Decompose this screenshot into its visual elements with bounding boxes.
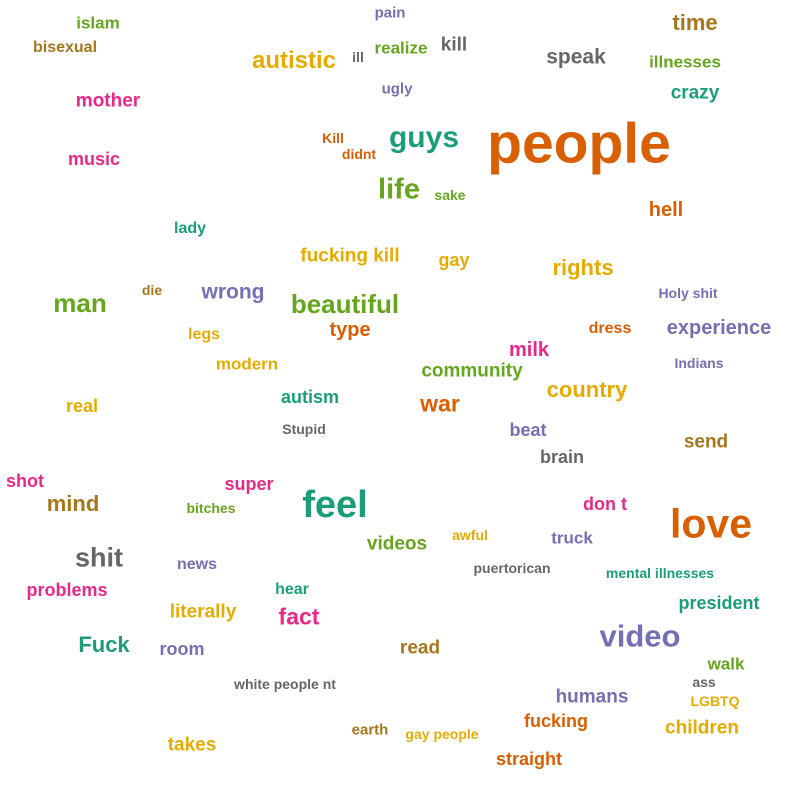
word-literally: literally: [169, 601, 237, 623]
word-fact: fact: [278, 603, 320, 630]
word-ass: ass: [692, 674, 716, 690]
word-milk: milk: [508, 339, 550, 361]
word-die: die: [141, 282, 163, 298]
word-fucking-kill: fucking kill: [300, 245, 400, 267]
word-don-t: don t: [583, 494, 627, 514]
word-room: room: [159, 639, 205, 659]
word-time: time: [672, 10, 718, 35]
word-bitches: bitches: [186, 500, 236, 516]
word-feel: feel: [302, 484, 368, 526]
word-love: love: [669, 500, 753, 547]
word-islam: islam: [76, 13, 120, 33]
word-awful: awful: [452, 527, 488, 543]
word-kill-capital: Kill: [322, 130, 344, 146]
word-didnt: didnt: [341, 146, 377, 162]
word-people: people: [487, 111, 671, 176]
word-humans: humans: [555, 686, 629, 708]
word-send: send: [683, 431, 729, 453]
word-super: super: [224, 474, 274, 494]
word-autism: autism: [280, 387, 340, 407]
word-modern: modern: [215, 354, 279, 374]
word-news: news: [176, 556, 218, 573]
word-type: type: [329, 319, 371, 341]
word-takes: takes: [167, 734, 217, 756]
word-community: community: [421, 360, 523, 382]
word-lady: lady: [173, 220, 207, 237]
word-earth: earth: [351, 721, 389, 739]
word-lgbtq: LGBTQ: [690, 693, 740, 709]
word-autistic: autistic: [251, 47, 337, 74]
word-beautiful: beautiful: [290, 289, 400, 319]
word-white-people-nt: white people nt: [234, 676, 336, 692]
word-guys: guys: [388, 121, 460, 154]
word-gay-people: gay people: [405, 726, 479, 742]
word-sake: sake: [434, 187, 466, 203]
word-videos: videos: [366, 533, 428, 555]
word-walk: walk: [707, 654, 745, 674]
word-rights: rights: [552, 255, 614, 280]
word-president: president: [678, 593, 760, 613]
word-dress: dress: [588, 320, 632, 337]
word-read: read: [399, 637, 441, 659]
word-bisexual: bisexual: [32, 39, 98, 56]
word-holy-shit: Holy shit: [658, 285, 718, 301]
word-fucking: fucking: [523, 711, 589, 731]
word-legs: legs: [187, 326, 221, 343]
word-indians: Indians: [674, 355, 724, 371]
word-stupid: Stupid: [282, 421, 326, 437]
word-wrong: wrong: [201, 280, 265, 304]
word-war: war: [420, 390, 460, 417]
word-shot: shot: [6, 471, 44, 491]
word-brain: brain: [539, 447, 585, 467]
word-speak: speak: [546, 45, 606, 69]
word-problems: problems: [26, 580, 108, 600]
word-illnesses: illnesses: [649, 52, 721, 72]
word-ill: ill: [352, 49, 364, 65]
word-kill: kill: [440, 34, 468, 56]
word-straight: straight: [495, 749, 563, 769]
word-mind: mind: [46, 491, 100, 516]
word-beat: beat: [509, 420, 547, 440]
word-hell: hell: [648, 199, 684, 221]
word-shit: shit: [74, 542, 124, 573]
word-life: life: [378, 173, 420, 206]
word-video: video: [599, 618, 681, 654]
word-mother: mother: [75, 90, 141, 112]
word-man: man: [53, 288, 107, 318]
word-fuck: Fuck: [78, 632, 130, 657]
word-music: music: [67, 149, 121, 169]
word-hear: hear: [275, 581, 309, 598]
word-experience: experience: [666, 317, 772, 339]
word-country: country: [546, 377, 628, 402]
word-gay: gay: [438, 250, 470, 270]
word-truck: truck: [551, 528, 593, 548]
word-pain: pain: [374, 4, 406, 22]
word-mental-illnesses: mental illnesses: [605, 565, 715, 581]
word-real: real: [65, 396, 99, 416]
word-puertorican: puertorican: [473, 560, 551, 576]
word-ugly: ugly: [381, 80, 413, 98]
word-children: children: [665, 717, 739, 739]
word-crazy: crazy: [670, 82, 720, 104]
word-realize: realize: [374, 38, 428, 58]
